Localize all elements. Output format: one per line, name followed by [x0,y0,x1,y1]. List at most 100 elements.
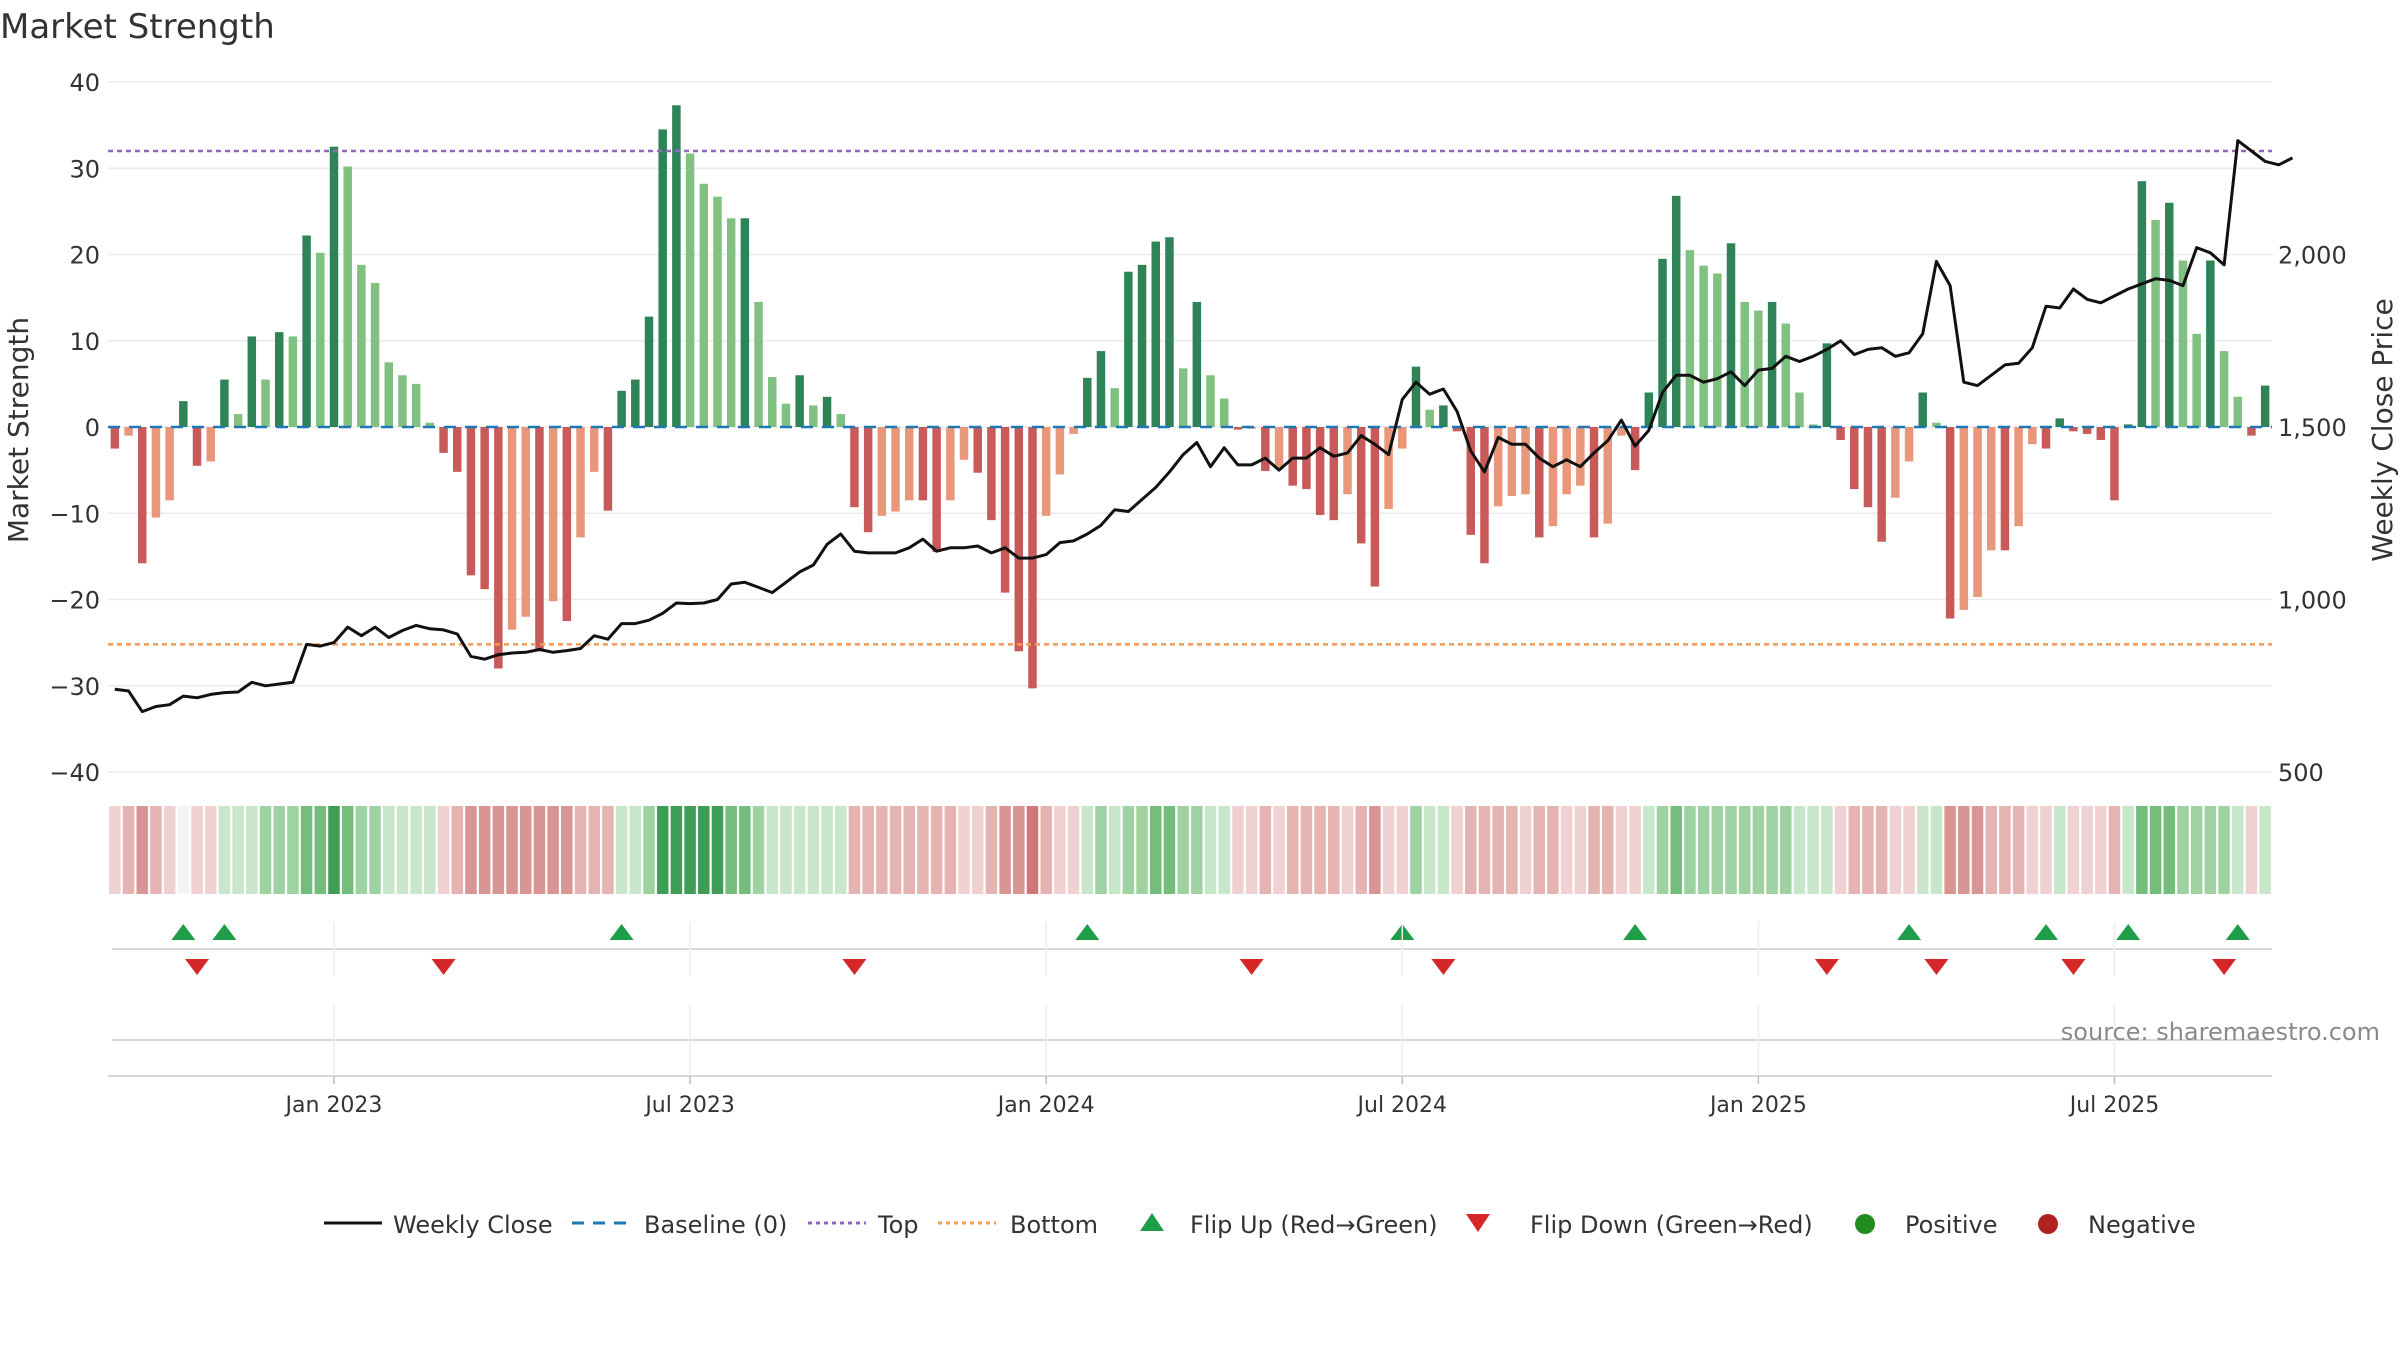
strength-bar [2151,220,2160,427]
strength-bar [1699,265,1708,427]
strength-bar [110,427,120,449]
band-cell [793,806,806,894]
band-cell [1122,806,1135,894]
strength-bar [1151,241,1161,427]
strength-bar [1425,409,1434,427]
strength-bar [1466,427,1476,535]
strength-bar [357,264,366,427]
strength-bar [726,218,736,427]
strength-bar [2028,427,2037,445]
y2-tick-label: 500 [2278,759,2324,787]
strength-bar [1863,427,1873,508]
band-cell [1588,806,1600,894]
legend-positive: Positive [1905,1211,1998,1239]
strength-bar [1206,375,1215,427]
strength-bar [2069,427,2078,432]
strength-bar [2082,427,2092,434]
legend-bottom: Bottom [1010,1211,1098,1239]
strength-bar [946,427,955,501]
y-tick-label: 0 [85,414,100,442]
source-note: source: sharemaestro.com [2061,1018,2380,1046]
band-cell [465,806,477,894]
flip-up-marker [171,924,196,940]
band-cell [1738,806,1751,894]
strength-bar [480,427,489,590]
band-cell [2163,806,2176,894]
band-cell [1410,806,1422,894]
strength-bar [781,403,791,427]
band-cell [889,806,902,894]
strength-bar [809,405,818,427]
strength-bar [1904,427,1914,462]
band-cell [1163,806,1176,894]
band-cell [903,806,915,894]
strength-bar [836,414,845,427]
band-cell [958,806,970,894]
band-cell [2095,806,2107,894]
band-cell [163,806,176,894]
strength-bar [1192,301,1202,427]
strength-bar [247,336,257,427]
strength-bar [795,375,804,427]
strength-bar [603,427,613,511]
reference-lines [108,149,2272,646]
band-cell [232,806,244,894]
band-cell [424,806,436,894]
band-cell [2122,806,2134,894]
strength-bar [2260,385,2270,427]
flip-down-marker [1431,959,1456,975]
strength-bar [1548,427,1558,527]
positive-dot-icon [1855,1214,1875,1234]
strength-bar [1178,368,1188,427]
chart-title: Market Strength [0,7,275,47]
strength-bar [1411,366,1421,427]
x-axis: Jan 2023 Jul 2023 Jan 2024 Jul 2024 Jan 2025… [108,922,2272,1118]
strength-bar [1986,427,1996,551]
strength-bar [1343,427,1352,495]
strength-bar [398,375,407,427]
strength-bar [165,427,174,501]
y-tick-label: 40 [69,69,100,97]
band-cell [1191,806,1203,894]
band-cell [204,806,217,894]
band-cell [1944,806,1956,894]
band-cell [1903,806,1915,894]
strength-bar [1370,427,1380,587]
strength-bar [1083,377,1092,427]
strength-bar [904,427,914,501]
band-cell [1396,806,1409,894]
band-cell [2259,806,2271,894]
y-tick-label: 30 [69,155,100,183]
band-cell [643,806,655,894]
strength-bar [2123,424,2133,427]
band-cell [1108,806,1121,894]
band-cell [670,806,683,894]
band-cell [1423,806,1436,894]
flip-up-marker [2034,924,2059,940]
strength-bar [2110,427,2119,501]
strength-bar [1000,427,1010,593]
band-cell [2218,806,2230,894]
strength-bar [1781,323,1791,427]
band-cell [1560,806,1573,894]
band-cell [328,806,340,894]
y-tick-label: 10 [69,328,100,356]
band-cell [999,806,1011,894]
band-cell [1150,806,1162,894]
y2-tick-label: 1,500 [2278,414,2347,442]
strength-bar [1918,392,1927,427]
strength-bar [1713,273,1722,427]
strength-bar [2000,427,2010,551]
strength-bar [1726,243,1736,427]
strength-bar [453,427,462,472]
band-cell [615,806,628,894]
strength-bar [754,301,763,427]
band-cell [1095,806,1107,894]
strength-bar [672,105,681,427]
band-cell [547,806,559,894]
band-cell [218,806,231,894]
band-cell [355,806,368,894]
band-cell [1629,806,1641,894]
strength-bar [1891,427,1900,498]
